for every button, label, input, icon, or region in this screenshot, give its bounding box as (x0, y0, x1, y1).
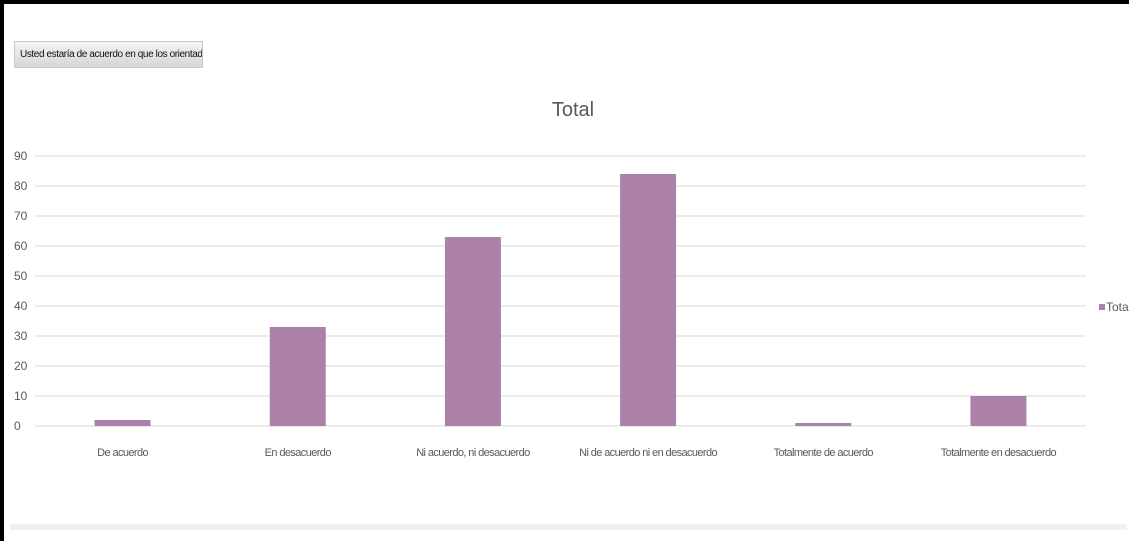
y-tick-label: 0 (14, 419, 21, 433)
pivot-field-button[interactable]: Usted estaría de acuerdo en que los orie… (14, 41, 203, 68)
bar[interactable] (269, 327, 326, 426)
y-tick-label: 40 (14, 299, 28, 313)
y-tick-label: 90 (14, 149, 28, 163)
legend-swatch (1099, 304, 1105, 310)
chart-title: Total (552, 99, 594, 121)
bar[interactable] (795, 423, 852, 426)
x-category-label: Totalmente de acuerdo (774, 447, 874, 459)
x-category-label: Totalmente en desacuerdo (941, 447, 1057, 459)
bar[interactable] (94, 420, 151, 426)
bar[interactable] (444, 237, 501, 426)
y-tick-label: 20 (14, 359, 28, 373)
x-category-label: Ni acuerdo, ni desacuerdo (416, 447, 530, 459)
x-category-label: En desacuerdo (265, 447, 332, 459)
y-tick-label: 30 (14, 329, 28, 343)
bottom-scroll-strip (10, 524, 1127, 530)
y-tick-label: 80 (14, 179, 28, 193)
y-tick-label: 50 (14, 269, 28, 283)
x-category-label: De acuerdo (97, 447, 148, 459)
y-tick-label: 60 (14, 239, 28, 253)
x-category-label: Ni de acuerdo ni en desacuerdo (579, 447, 717, 459)
legend-label: Total (1106, 300, 1129, 314)
bar[interactable] (970, 396, 1027, 426)
y-tick-label: 10 (14, 389, 28, 403)
y-tick-label: 70 (14, 209, 28, 223)
bar[interactable] (620, 174, 677, 426)
